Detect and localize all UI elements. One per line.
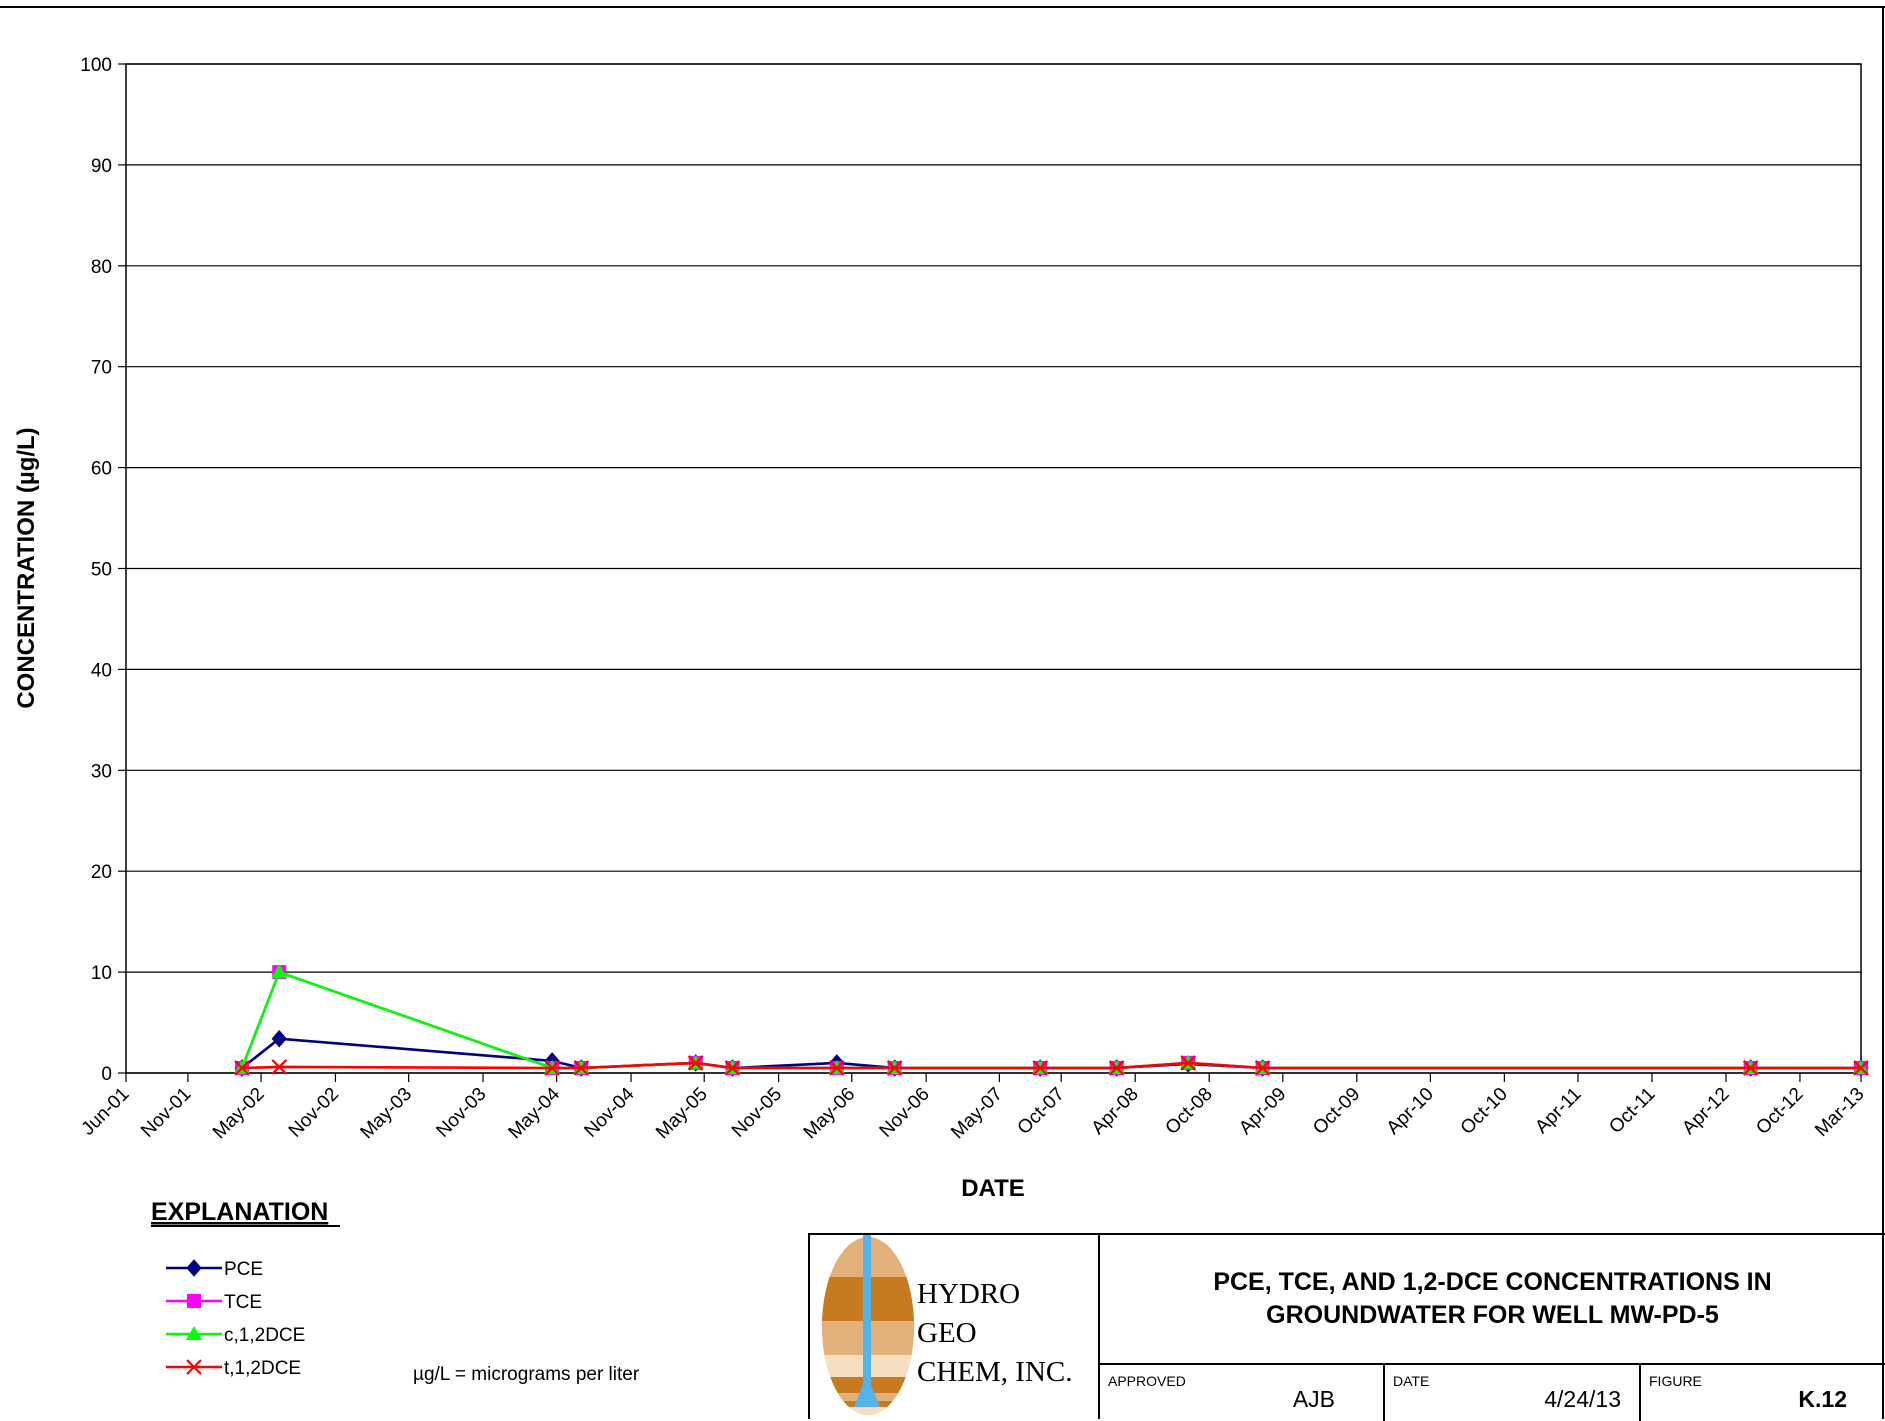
x-tick-label: Oct-11: [1605, 1084, 1659, 1138]
x-axis: Jun-01 Nov-01 May-02 Nov-02 May-03 Nov-03 May-…: [78, 1073, 1869, 1143]
y-tick-label: 30: [91, 761, 112, 782]
legend-item: TCE: [166, 1292, 262, 1313]
x-tick-label: Oct-10: [1457, 1084, 1512, 1139]
x-axis-title: DATE: [961, 1175, 1025, 1202]
date-cell: DATE 4/24/13: [1383, 1365, 1639, 1421]
legend-item: c,1,2DCE: [166, 1325, 305, 1346]
data-point: [724, 1060, 741, 1076]
y-tick-label: 40: [91, 660, 112, 681]
y-axis-title: CONCENTRATION (µg/L): [13, 427, 40, 708]
data-point: [271, 1059, 288, 1075]
title-block: HYDRO GEO CHEM, INC. PCE, TCE, AND 1,2-D…: [808, 1233, 1885, 1421]
y-tick-label: 60: [91, 459, 112, 480]
company-logo: [822, 1235, 914, 1415]
series-line: [241, 1061, 1861, 1070]
data-point: [829, 1060, 845, 1076]
x-tick-label: May-04: [505, 1083, 565, 1143]
approved-label: APPROVED: [1108, 1373, 1186, 1389]
figure-title: PCE, TCE, AND 1,2-DCE CONCENTRATIONS IN …: [1100, 1235, 1885, 1365]
series-line: [240, 970, 1861, 1070]
x-tick-label: Nov-02: [285, 1084, 343, 1142]
legend-item: PCE: [166, 1259, 263, 1280]
series-TCE: [235, 965, 1868, 1075]
data-point: [271, 1029, 287, 1048]
legend-marker: [187, 1294, 201, 1308]
y-tick-label: 70: [91, 358, 112, 379]
x-tick-label: Oct-12: [1752, 1084, 1807, 1139]
x-tick-label: May-06: [800, 1084, 860, 1144]
figure-value: K.12: [1798, 1386, 1847, 1412]
data-point: [1853, 1060, 1869, 1076]
x-tick-label: Nov-01: [137, 1084, 195, 1142]
x-tick-label: Oct-07: [1014, 1084, 1069, 1139]
data-point: [886, 1060, 903, 1076]
x-tick-label: Apr-11: [1531, 1084, 1585, 1138]
x-tick-label: Apr-12: [1678, 1084, 1733, 1139]
legend-marker: [186, 1259, 202, 1277]
data-point: [1032, 1060, 1048, 1076]
legend-item: t,1,2DCE: [166, 1358, 301, 1379]
legend-label: t,1,2DCE: [224, 1358, 301, 1379]
x-tick-label: May-07: [947, 1084, 1007, 1144]
approved-value: AJB: [1292, 1386, 1335, 1412]
x-tick-label: Apr-10: [1383, 1084, 1438, 1139]
legend: PCE TCE c,1,2DCE t,1,2DCE: [166, 1259, 305, 1379]
legend-marker: [186, 1359, 202, 1375]
legend-label: PCE: [224, 1259, 263, 1280]
data-point: [271, 964, 288, 979]
x-tick-label: Apr-09: [1235, 1084, 1290, 1139]
data-point: [1254, 1060, 1271, 1076]
series-t,1,2DCE: [234, 1055, 1869, 1076]
x-tick-label: May-03: [357, 1084, 417, 1144]
series: [234, 964, 1869, 1077]
legend-label: TCE: [224, 1292, 262, 1313]
x-tick-label: May-02: [209, 1084, 269, 1144]
y-tick-label: 10: [91, 963, 112, 984]
figure-label: FIGURE: [1649, 1373, 1702, 1389]
y-axis: 0 10 20 30 40 50 60 70 80 90 100: [80, 55, 126, 1085]
units-note: µg/L = micrograms per liter: [413, 1364, 640, 1385]
data-point: [544, 1060, 560, 1076]
date-label: DATE: [1393, 1373, 1430, 1389]
y-tick-label: 0: [101, 1064, 112, 1085]
gridlines: [126, 63, 1861, 1074]
x-tick-label: Oct-08: [1162, 1084, 1217, 1139]
legend-marker: [186, 1326, 202, 1340]
date-value: 4/24/13: [1544, 1386, 1621, 1412]
x-tick-label: May-05: [652, 1084, 712, 1144]
approved-cell: APPROVED AJB: [1100, 1365, 1383, 1421]
x-tick-label: Mar-13: [1811, 1084, 1868, 1141]
y-tick-label: 20: [91, 862, 112, 883]
data-point: [234, 1060, 250, 1076]
x-tick-label: Nov-06: [876, 1084, 934, 1142]
data-point: [1742, 1060, 1759, 1076]
x-tick-label: Jun-01: [78, 1084, 134, 1140]
y-tick-label: 100: [80, 55, 112, 76]
explanation-heading: EXPLANATION: [151, 1198, 328, 1226]
x-tick-label: Nov-04: [580, 1083, 638, 1141]
series-c,1,2DCE: [234, 964, 1869, 1074]
company-name: HYDRO GEO CHEM, INC.: [917, 1278, 1073, 1388]
x-tick-label: Nov-05: [728, 1084, 786, 1142]
logo-cell: HYDRO GEO CHEM, INC.: [810, 1235, 1100, 1419]
figure-cell: FIGURE K.12: [1639, 1365, 1885, 1421]
x-tick-label: Apr-08: [1088, 1084, 1143, 1139]
y-tick-label: 50: [91, 560, 112, 581]
y-tick-label: 90: [91, 156, 112, 177]
x-tick-label: Oct-09: [1309, 1084, 1364, 1139]
data-point: [687, 1055, 704, 1071]
data-point: [573, 1060, 590, 1076]
legend-label: c,1,2DCE: [224, 1325, 305, 1346]
series-line: [240, 970, 1861, 1070]
data-point: [1108, 1060, 1125, 1076]
data-point: [1180, 1055, 1196, 1071]
x-tick-label: Nov-03: [432, 1084, 490, 1142]
y-tick-label: 80: [91, 257, 112, 278]
